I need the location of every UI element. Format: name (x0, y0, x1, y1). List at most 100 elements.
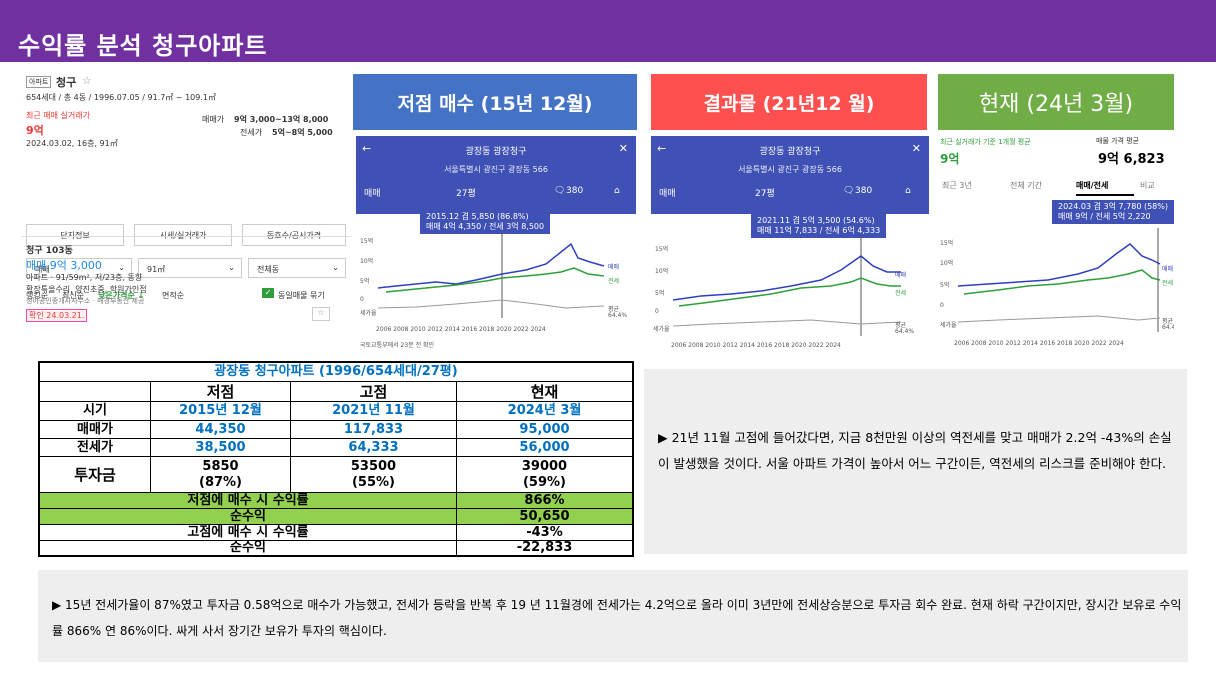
legend-ratio: 세가율 (360, 310, 377, 317)
cell: 2024년 3월 (456, 402, 632, 420)
jeonse-line (385, 267, 605, 293)
x-years: 2006 2008 2010 2012 2014 2016 2018 2020 … (671, 342, 841, 349)
size-filter[interactable]: 27평 (755, 189, 775, 199)
legend-sale: 매매 (895, 272, 907, 279)
cell: 95,000 (456, 421, 632, 438)
ytick-0: 0 (360, 296, 364, 303)
favorite-star-icon[interactable]: ☆ (82, 74, 92, 87)
tab-sale-jeonse[interactable]: 매매/전세 (1076, 181, 1109, 190)
cell: 2021년 11월 (290, 402, 456, 420)
deal-filter[interactable]: 매매 (364, 189, 381, 199)
chat-icon[interactable]: 🗨 (554, 186, 566, 196)
group-toggle-label: 동일매물 묶기 (278, 291, 325, 300)
count: 380 (855, 186, 873, 196)
close-icon[interactable]: ✕ (911, 142, 921, 155)
sale-line (672, 255, 901, 301)
listing-panel: 아파트 청구 ☆ 654세대 / 총 4동 / 1996.07.05 / 91.… (22, 72, 350, 322)
jeonse-line (678, 277, 901, 307)
tab-complex-info[interactable]: 단지정보 (26, 224, 124, 246)
jeonse-range: 5억~8억 5,000 (272, 128, 333, 137)
table-title-row: 광장동 청구아파트 (1996/654세대/27평) (40, 363, 632, 381)
sort-area[interactable]: 면적순 (162, 291, 185, 300)
screenshot-result: ← ✕ 광장동 광장청구 서울특별시 광진구 광장동 566 매매 27평 🗨 … (651, 136, 929, 354)
price-right: 9억 6,823 (1098, 152, 1165, 167)
tooltip: 2015.12 겹 5,850 (86.8%) 매매 4억 4,350 / 전세 … (420, 210, 551, 234)
note-bottom-box: ▶ 15년 전세가율이 87%였고 투자금 0.58억으로 매수가 가능했고, … (38, 570, 1188, 662)
low-net-value: 50,650 (456, 509, 632, 524)
row-header: 투자금 (74, 465, 116, 484)
label-result: 결과물 (21년12 월) (651, 74, 927, 130)
size-filter[interactable]: 27평 (456, 189, 476, 199)
ytick-5: 5억 (940, 282, 950, 289)
ytick-5: 5억 (655, 290, 665, 297)
sale-line (957, 243, 1161, 287)
tab-all[interactable]: 전체 기간 (1010, 181, 1042, 190)
high-net-label: 순수익 (230, 540, 266, 555)
screenshot-now: 최근 실거래가 기준 1개월 평균 매물 가격 평균 9억 9억 6,823 최… (938, 134, 1174, 354)
chat-icon[interactable]: 🗨 (843, 186, 855, 196)
area-select[interactable]: 91㎡ ⌄ (138, 258, 242, 278)
check-icon[interactable]: ✓ (262, 288, 274, 298)
cell: 53500 (55%) (290, 457, 456, 492)
note-bottom: ▶ 15년 전세가율이 87%였고 투자금 0.58억으로 매수가 가능했고, … (52, 598, 1182, 638)
legend-ratio: 세가율 (653, 326, 670, 333)
ytick-15: 15억 (655, 246, 669, 253)
app-complex-title: 광장동 광장청구 (759, 147, 821, 157)
dong-select[interactable]: 전체동 ⌄ (248, 258, 346, 278)
recent-label: 최근 매매 실거래가 (26, 111, 90, 120)
price-chart (672, 236, 902, 336)
high-buy-label: 고점에 매수 시 수익률 (187, 524, 309, 540)
screenshot-low: ← ✕ 광장동 광장청구 서울특별시 광진구 광장동 566 매매 27평 🗨 … (356, 136, 636, 350)
low-net-row: 순수익 50,650 (40, 508, 632, 524)
deal-filter[interactable]: 매매 (659, 189, 676, 199)
sale-range-label: 매매가 (202, 115, 225, 124)
cell: 56,000 (456, 439, 632, 456)
item-feature: 확장특올수리, 양진초중, 학원가인접 (26, 285, 147, 294)
tab-unit[interactable]: 동호수/공시가격 (242, 224, 346, 246)
complex-name: 청구 (56, 76, 77, 89)
app-header: ← ✕ 광장동 광장청구 서울특별시 광진구 광장동 566 매매 27평 🗨 … (356, 136, 636, 214)
sort-ranking[interactable]: 랭킹순 (26, 291, 49, 300)
bell-icon[interactable]: ⌂ (905, 186, 911, 196)
listing-item[interactable]: 청구 103동 매매 9억 3,000 아파트 · 91/59m², 저/23층… (22, 236, 350, 324)
ratio-line (377, 299, 605, 309)
table-row: 투자금 5850 (87%) 53500 (55%) 39000 (59%) (40, 456, 632, 492)
cell: 44,350 (150, 421, 290, 438)
page-title: 수익률 분석 청구아파트 (18, 32, 268, 60)
header-bar: 수익률 분석 청구아파트 (0, 0, 1216, 62)
count: 380 (566, 186, 584, 196)
sale-line (377, 242, 605, 289)
cell: 5850 (87%) (150, 457, 290, 492)
tab-compare[interactable]: 비교 (1140, 181, 1155, 190)
sort-latest[interactable]: 최신순 (62, 291, 85, 300)
jeonse-range-label: 전세가 (240, 128, 263, 137)
close-icon[interactable]: ✕ (618, 142, 628, 155)
row-header: 시기 (83, 403, 107, 418)
ytick-15: 15억 (940, 240, 954, 247)
tab-price[interactable]: 시세/실거래가 (134, 224, 232, 246)
col-low: 저점 (150, 382, 290, 401)
ratio-line (957, 315, 1161, 323)
price-left: 9억 (940, 152, 960, 166)
avg-pct: 64.4% (1162, 324, 1174, 331)
avg-pct: 64.4% (608, 312, 628, 319)
sale-range: 9억 3,000~13억 8,000 (234, 115, 329, 124)
app-address: 서울특별시 광진구 광장동 566 (738, 165, 842, 174)
item-agent: 청아공인중개사사무소 · 매경부동산 제공 (26, 297, 145, 305)
high-buy-row: 고점에 매수 시 수익률 -43% (40, 524, 632, 540)
label-now: 현재 (24년 3월) (938, 74, 1174, 130)
back-arrow-icon[interactable]: ← (657, 142, 667, 155)
row-header: 전세가 (77, 439, 113, 455)
sort-low-price[interactable]: 낮은가격순 ↓ (98, 291, 145, 300)
tab-recent[interactable]: 최근 3년 (942, 181, 972, 190)
bell-icon[interactable]: ⌂ (614, 186, 620, 196)
item-desc: 아파트 · 91/59m², 저/23층, 동향 (26, 273, 143, 282)
deal-select[interactable]: 매매 ⌄ (26, 258, 132, 278)
low-net-label: 순수익 (230, 508, 266, 524)
cell: 38,500 (150, 439, 290, 456)
low-buy-label: 저점에 매수 시 수익률 (187, 492, 309, 508)
back-arrow-icon[interactable]: ← (362, 142, 372, 155)
favorite-star-icon[interactable]: ☆ (312, 307, 330, 321)
recent-date: 2024.03.02, 16층, 91㎡ (26, 139, 118, 148)
avg-label: 평균 (1162, 318, 1174, 325)
